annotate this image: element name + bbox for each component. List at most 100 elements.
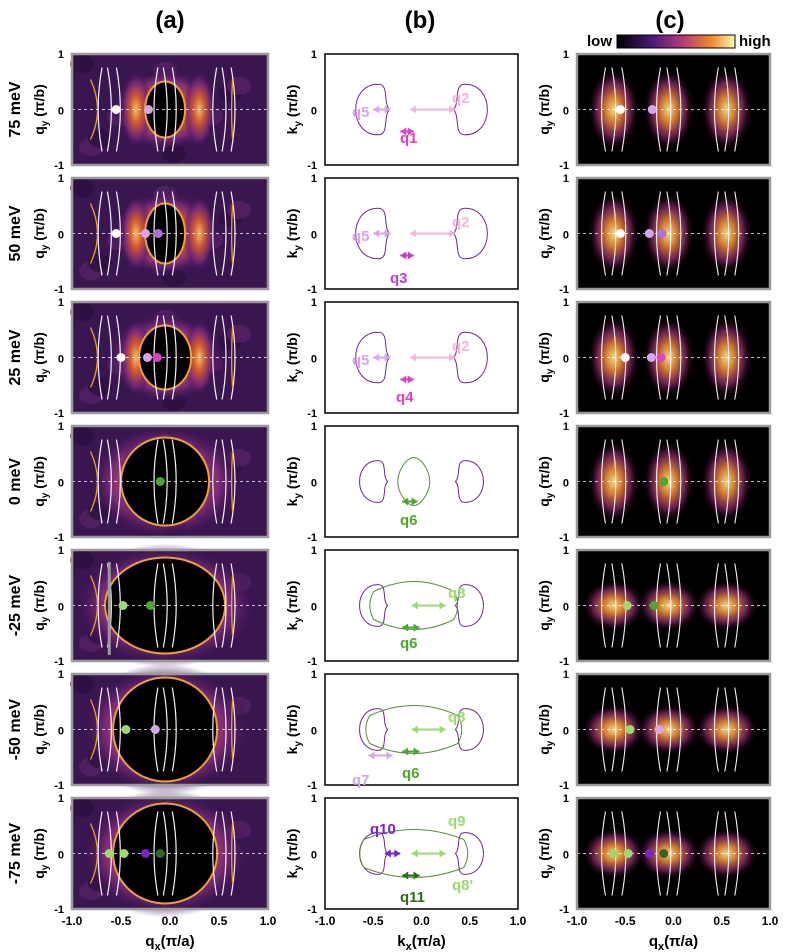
- spectral-glow: [700, 191, 753, 276]
- qy-axis-label-text: qy (π/b): [31, 704, 51, 755]
- contour-arc: [106, 67, 112, 152]
- texture-spot: [227, 325, 251, 343]
- panel-c-frame: [575, 52, 772, 167]
- arrow-head: [373, 105, 380, 114]
- arrow-head: [407, 251, 414, 260]
- qy-axis-label: qy (π/b): [536, 828, 556, 879]
- y-tick-label: -1: [307, 780, 317, 792]
- q-vector-dot: [152, 353, 162, 362]
- x-tick-label: -1.0: [315, 914, 336, 928]
- qy-axis-label-text: qy (π/b): [31, 580, 51, 631]
- ky-axis-label: ky (π/b): [284, 209, 304, 259]
- arrow-head: [413, 623, 420, 632]
- y-tick-label: 0: [311, 726, 317, 738]
- qy-axis-label: qy (π/b): [536, 704, 556, 755]
- y-tick-label: 0: [311, 602, 317, 614]
- x-tick-label: 0.5: [713, 914, 730, 928]
- q-vector-label: q4: [396, 389, 414, 406]
- y-tick-label: -1: [54, 160, 64, 172]
- contour-arc: [221, 439, 227, 524]
- qy-axis-label-text: qy (π/b): [536, 84, 556, 135]
- arrow-head: [413, 747, 420, 756]
- contour-arc: [734, 563, 740, 648]
- y-tick-label: 0: [563, 850, 569, 862]
- x-tick-label: 0.0: [665, 914, 682, 928]
- arrow-head: [400, 127, 407, 136]
- contour-arc: [221, 67, 227, 152]
- qy-axis-label-text: qy (π/b): [536, 208, 556, 259]
- y-tick-label: 1: [58, 669, 64, 681]
- y-tick-label: 0: [311, 106, 317, 118]
- y-tick-label: 0: [58, 354, 64, 366]
- y-tick-label: 0: [563, 478, 569, 490]
- qy-axis-label: qy (π/b): [31, 704, 51, 755]
- panel-a-row-0: 1 0 -1 qy (π/b) 75 meV: [7, 49, 270, 172]
- texture-spot: [70, 55, 94, 73]
- y-tick-label: 0: [311, 354, 317, 366]
- fermi-contour: [359, 460, 389, 503]
- qx-axis-label: qx(π/a): [649, 933, 698, 952]
- q-vector-label: q3: [390, 270, 408, 287]
- contour-arc: [162, 191, 168, 276]
- ky-axis-label: ky (π/b): [284, 705, 304, 755]
- energy-label-text: -25 meV: [7, 574, 24, 636]
- arrow-head: [411, 497, 418, 506]
- arrow-head: [384, 229, 391, 238]
- x-tick-label: 1.0: [510, 914, 527, 928]
- q-vector-dot: [644, 229, 654, 238]
- y-tick-label: 0: [58, 850, 64, 862]
- q-vector-dot: [155, 849, 165, 858]
- y-tick-label: -1: [54, 532, 64, 544]
- q-vector-dot: [625, 725, 635, 734]
- central-core: [104, 556, 227, 655]
- arrow-head: [411, 601, 418, 610]
- contour-arc: [713, 67, 719, 152]
- q-vector-dot: [150, 725, 160, 734]
- arrow-head: [373, 353, 380, 362]
- ky-axis-label-text: ky (π/b): [284, 209, 304, 259]
- energy-label-text: 75 meV: [7, 81, 24, 137]
- panel-letter-0: (a): [155, 7, 184, 34]
- arrow-head: [386, 751, 393, 760]
- arrow-head: [411, 849, 418, 858]
- colorbar-low-label: low: [587, 33, 612, 50]
- q-vector-dot: [141, 849, 150, 858]
- y-tick-label: -1: [54, 780, 64, 792]
- qy-axis-label-text: qy (π/b): [536, 332, 556, 383]
- qy-axis-label-text: qy (π/b): [536, 704, 556, 755]
- x-tick-label: 0.0: [162, 914, 179, 928]
- kx-axis-label-text: kx(π/a): [397, 933, 445, 952]
- y-tick-label: 1: [563, 421, 569, 433]
- arrow-head: [394, 849, 401, 858]
- contour-arc: [666, 315, 672, 400]
- panel-letter-2: (c): [655, 7, 684, 34]
- contour-arc: [221, 315, 227, 400]
- q-vector-dot: [121, 725, 131, 734]
- y-tick-label: 1: [563, 297, 569, 309]
- y-tick-label: 1: [58, 49, 64, 61]
- q-vector-dot: [111, 105, 121, 114]
- q-vector-dot: [657, 229, 667, 238]
- q-vector-label: q6: [400, 512, 418, 529]
- hole-pocket-contour: [369, 581, 459, 630]
- panel-c-row-4: 1 0 -1 qy (π/b): [536, 545, 772, 668]
- fermi-contour: [452, 207, 488, 260]
- q-vector-dot: [104, 849, 114, 858]
- y-tick-label: -1: [54, 656, 64, 668]
- contour-arc: [106, 687, 112, 772]
- energy-label-text: 25 meV: [7, 329, 24, 385]
- y-tick-label: 1: [563, 545, 569, 557]
- fermi-contour: [454, 460, 484, 503]
- y-tick-label: 1: [311, 49, 317, 61]
- energy-label-text: -75 meV: [7, 822, 24, 884]
- energy-label-5: -50 meV: [7, 698, 24, 760]
- contour-arc: [666, 439, 672, 524]
- spectral-glow: [700, 439, 753, 524]
- arrow-head: [368, 751, 375, 760]
- x-tick-label: -0.5: [363, 914, 384, 928]
- y-tick-label: 1: [563, 669, 569, 681]
- y-tick-label: 0: [311, 230, 317, 242]
- q-vector-label: q5: [352, 352, 370, 369]
- qy-axis-label-text: qy (π/b): [536, 828, 556, 879]
